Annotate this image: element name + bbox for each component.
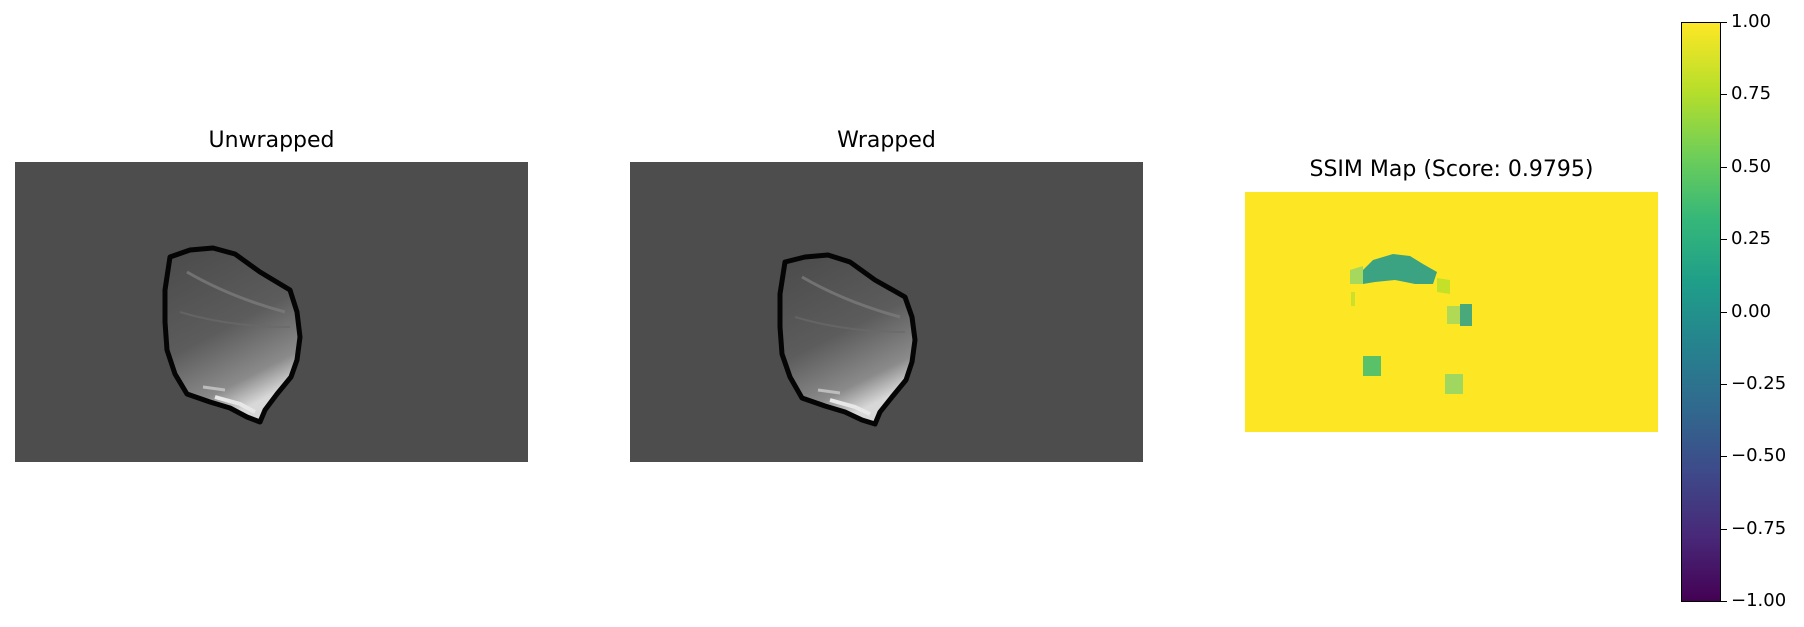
unwrapped-image	[15, 162, 528, 462]
colorbar-tick	[1721, 239, 1727, 240]
colorbar-tick-label: 0.75	[1731, 84, 1771, 104]
ssim-colorbar	[1681, 22, 1721, 602]
colorbar-tick-label: 1.00	[1731, 12, 1771, 32]
panel-title-wrapped: Wrapped	[630, 128, 1143, 153]
colorbar-tick-label: −0.50	[1731, 446, 1786, 466]
colorbar-tick	[1721, 22, 1727, 23]
colorbar-tick	[1721, 384, 1727, 385]
panel-title-unwrapped: Unwrapped	[15, 128, 528, 153]
colorbar-tick-label: 0.00	[1731, 302, 1771, 322]
colorbar-tick-label: −1.00	[1731, 591, 1786, 611]
ssim-low-region-left	[1363, 356, 1381, 376]
ssim-low-region-bottom	[1445, 374, 1463, 394]
colorbar-tick-label: −0.25	[1731, 374, 1786, 394]
colorbar-tick	[1721, 167, 1727, 168]
colorbar-tick	[1721, 601, 1727, 602]
colorbar-tick-label: 0.50	[1731, 157, 1771, 177]
colorbar-tick	[1721, 456, 1727, 457]
colorbar-tick	[1721, 312, 1727, 313]
ssim-map-heatmap	[1245, 192, 1658, 432]
ssim-low-region-right	[1460, 304, 1472, 326]
panel-title-ssim-map: SSIM Map (Score: 0.9795)	[1245, 157, 1658, 182]
colorbar-tick-label: −0.75	[1731, 519, 1786, 539]
colorbar-tick	[1721, 529, 1727, 530]
colorbar-tick-label: 0.25	[1731, 229, 1771, 249]
colorbar-tick	[1721, 94, 1727, 95]
wrapped-image	[630, 162, 1143, 462]
